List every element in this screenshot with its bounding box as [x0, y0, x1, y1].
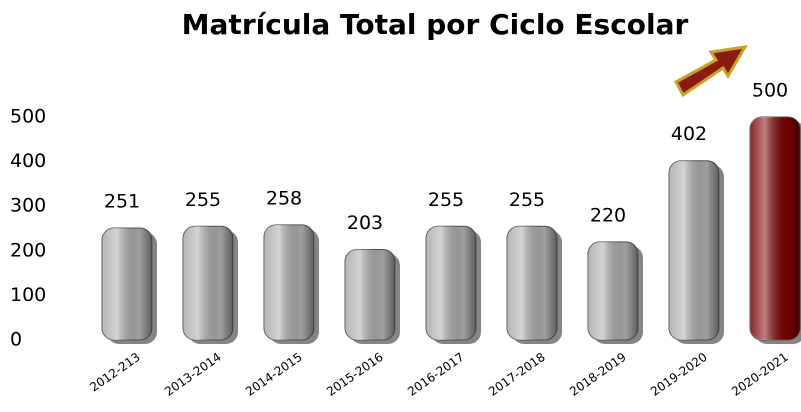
x-tick-label: 2018-2019	[567, 350, 629, 399]
trend-arrow	[673, 45, 748, 98]
bar-shine	[426, 226, 476, 340]
x-tick-label: 2013-2014	[162, 350, 224, 399]
x-tick-label: 2012-213	[87, 350, 142, 395]
x-tick-label: 2020-2021	[729, 350, 791, 399]
bar-shine	[669, 160, 719, 340]
bar-shine	[102, 228, 152, 340]
bar-shine	[750, 117, 800, 340]
bar-shine	[183, 226, 233, 340]
bar-shine	[507, 226, 557, 340]
x-tick-label: 2014-2015	[243, 350, 305, 399]
data-label: 255	[509, 189, 545, 211]
y-tick-label: 200	[10, 239, 46, 261]
x-tick-label: 2016-2017	[405, 350, 467, 399]
data-label: 255	[428, 189, 464, 211]
bar-shine	[264, 224, 314, 340]
y-tick-label: 500	[10, 106, 46, 128]
y-tick-label: 300	[10, 195, 46, 217]
data-label: 255	[185, 189, 221, 211]
data-label: 220	[590, 204, 626, 226]
data-label: 203	[347, 212, 383, 234]
y-tick-label: 100	[10, 284, 46, 306]
bar-shine	[588, 241, 638, 340]
data-label: 251	[104, 191, 140, 213]
y-tick-label: 400	[10, 150, 46, 172]
data-label: 500	[752, 80, 788, 102]
chart-title: Matrícula Total por Ciclo Escolar	[182, 8, 689, 41]
x-tick-label: 2019-2020	[648, 350, 710, 399]
data-label: 402	[671, 123, 707, 145]
x-tick-label: 2015-2016	[324, 350, 386, 399]
x-tick-label: 2017-2018	[486, 350, 548, 399]
y-tick-label: 0	[10, 329, 22, 351]
bar-shine	[345, 249, 395, 340]
data-label: 258	[266, 187, 302, 209]
